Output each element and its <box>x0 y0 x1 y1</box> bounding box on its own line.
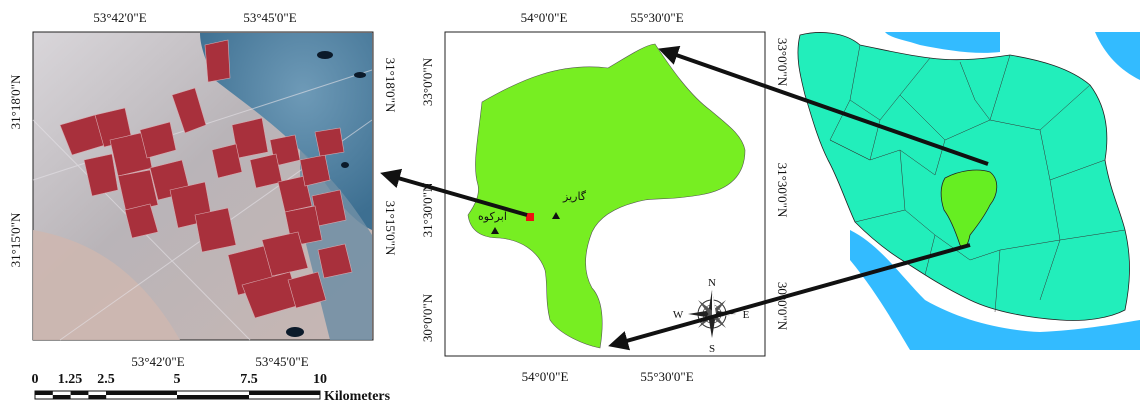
compass-s: S <box>709 343 715 355</box>
prov-left-label-3: 30°0'0"N <box>420 293 435 342</box>
prov-top-label-2: 55°30'0"E <box>630 10 683 25</box>
place-label-gariz: گاریز <box>562 190 587 203</box>
scale-tick-5: 10 <box>313 372 327 387</box>
caspian-sea <box>885 32 1000 53</box>
arrow-to-province-bottom <box>608 243 971 351</box>
sat-top-label-1: 53°42'0"E <box>93 10 146 25</box>
sat-bottom-label-1: 53°42'0"E <box>131 354 184 369</box>
sat-left-label-2: 31°15'0"N <box>8 212 23 267</box>
persian-gulf <box>850 230 1140 350</box>
scale-tick-3: 5 <box>174 372 181 387</box>
prov-bottom-label-1: 54°0'0"E <box>522 369 569 384</box>
farm-fields <box>59 39 353 319</box>
compass-e: E <box>743 309 750 321</box>
highlighted-province <box>940 169 998 248</box>
prov-right-label-2: 31°30'0"N <box>775 163 790 218</box>
compass-n: N <box>708 277 716 289</box>
prov-left-label-2: 31°30'0"N <box>420 182 435 237</box>
sat-left-label-1: 31°18'0"N <box>8 74 23 129</box>
arrow-to-satellite <box>380 168 528 217</box>
scale-tick-2: 2.5 <box>97 372 115 387</box>
prov-left-label-1: 33°0'0"N <box>420 57 435 106</box>
connector-arrows <box>380 45 989 351</box>
scale-tick-1: 1.25 <box>58 372 83 387</box>
prov-right-label-1: 33°0'0"N <box>775 38 790 87</box>
station-triangle-icon <box>552 212 560 219</box>
sat-right-label-2: 31°15'0"N <box>383 201 398 256</box>
station-triangle-icon <box>491 227 499 234</box>
study-area-square-icon <box>526 213 534 221</box>
sat-bottom-label-2: 53°45'0"E <box>255 354 308 369</box>
scale-bar: 0 1.25 2.5 5 7.5 10 Kilometers <box>32 372 391 402</box>
province-panel: گاریز ابرکوه N S E W 54°0'0"E 55°30'0"E … <box>420 10 790 384</box>
scale-tick-4: 7.5 <box>240 372 258 387</box>
sat-right-label-1: 31°18'0"N <box>383 58 398 113</box>
prov-bottom-label-2: 55°30'0"E <box>640 369 693 384</box>
scale-unit: Kilometers <box>324 389 391 402</box>
prov-right-label-3: 30°0'0"N <box>775 282 790 331</box>
arrow-to-province-top <box>658 45 989 166</box>
place-label-abarkooh: ابرکوه <box>478 210 507 223</box>
scale-tick-0: 0 <box>32 372 39 387</box>
country-panel <box>797 32 1140 350</box>
compass-w: W <box>673 309 684 321</box>
prov-top-label-1: 54°0'0"E <box>521 10 568 25</box>
sat-top-label-2: 53°45'0"E <box>243 10 296 25</box>
satellite-panel: 53°42'0"E 53°45'0"E 53°42'0"E 53°45'0"E … <box>8 10 398 369</box>
